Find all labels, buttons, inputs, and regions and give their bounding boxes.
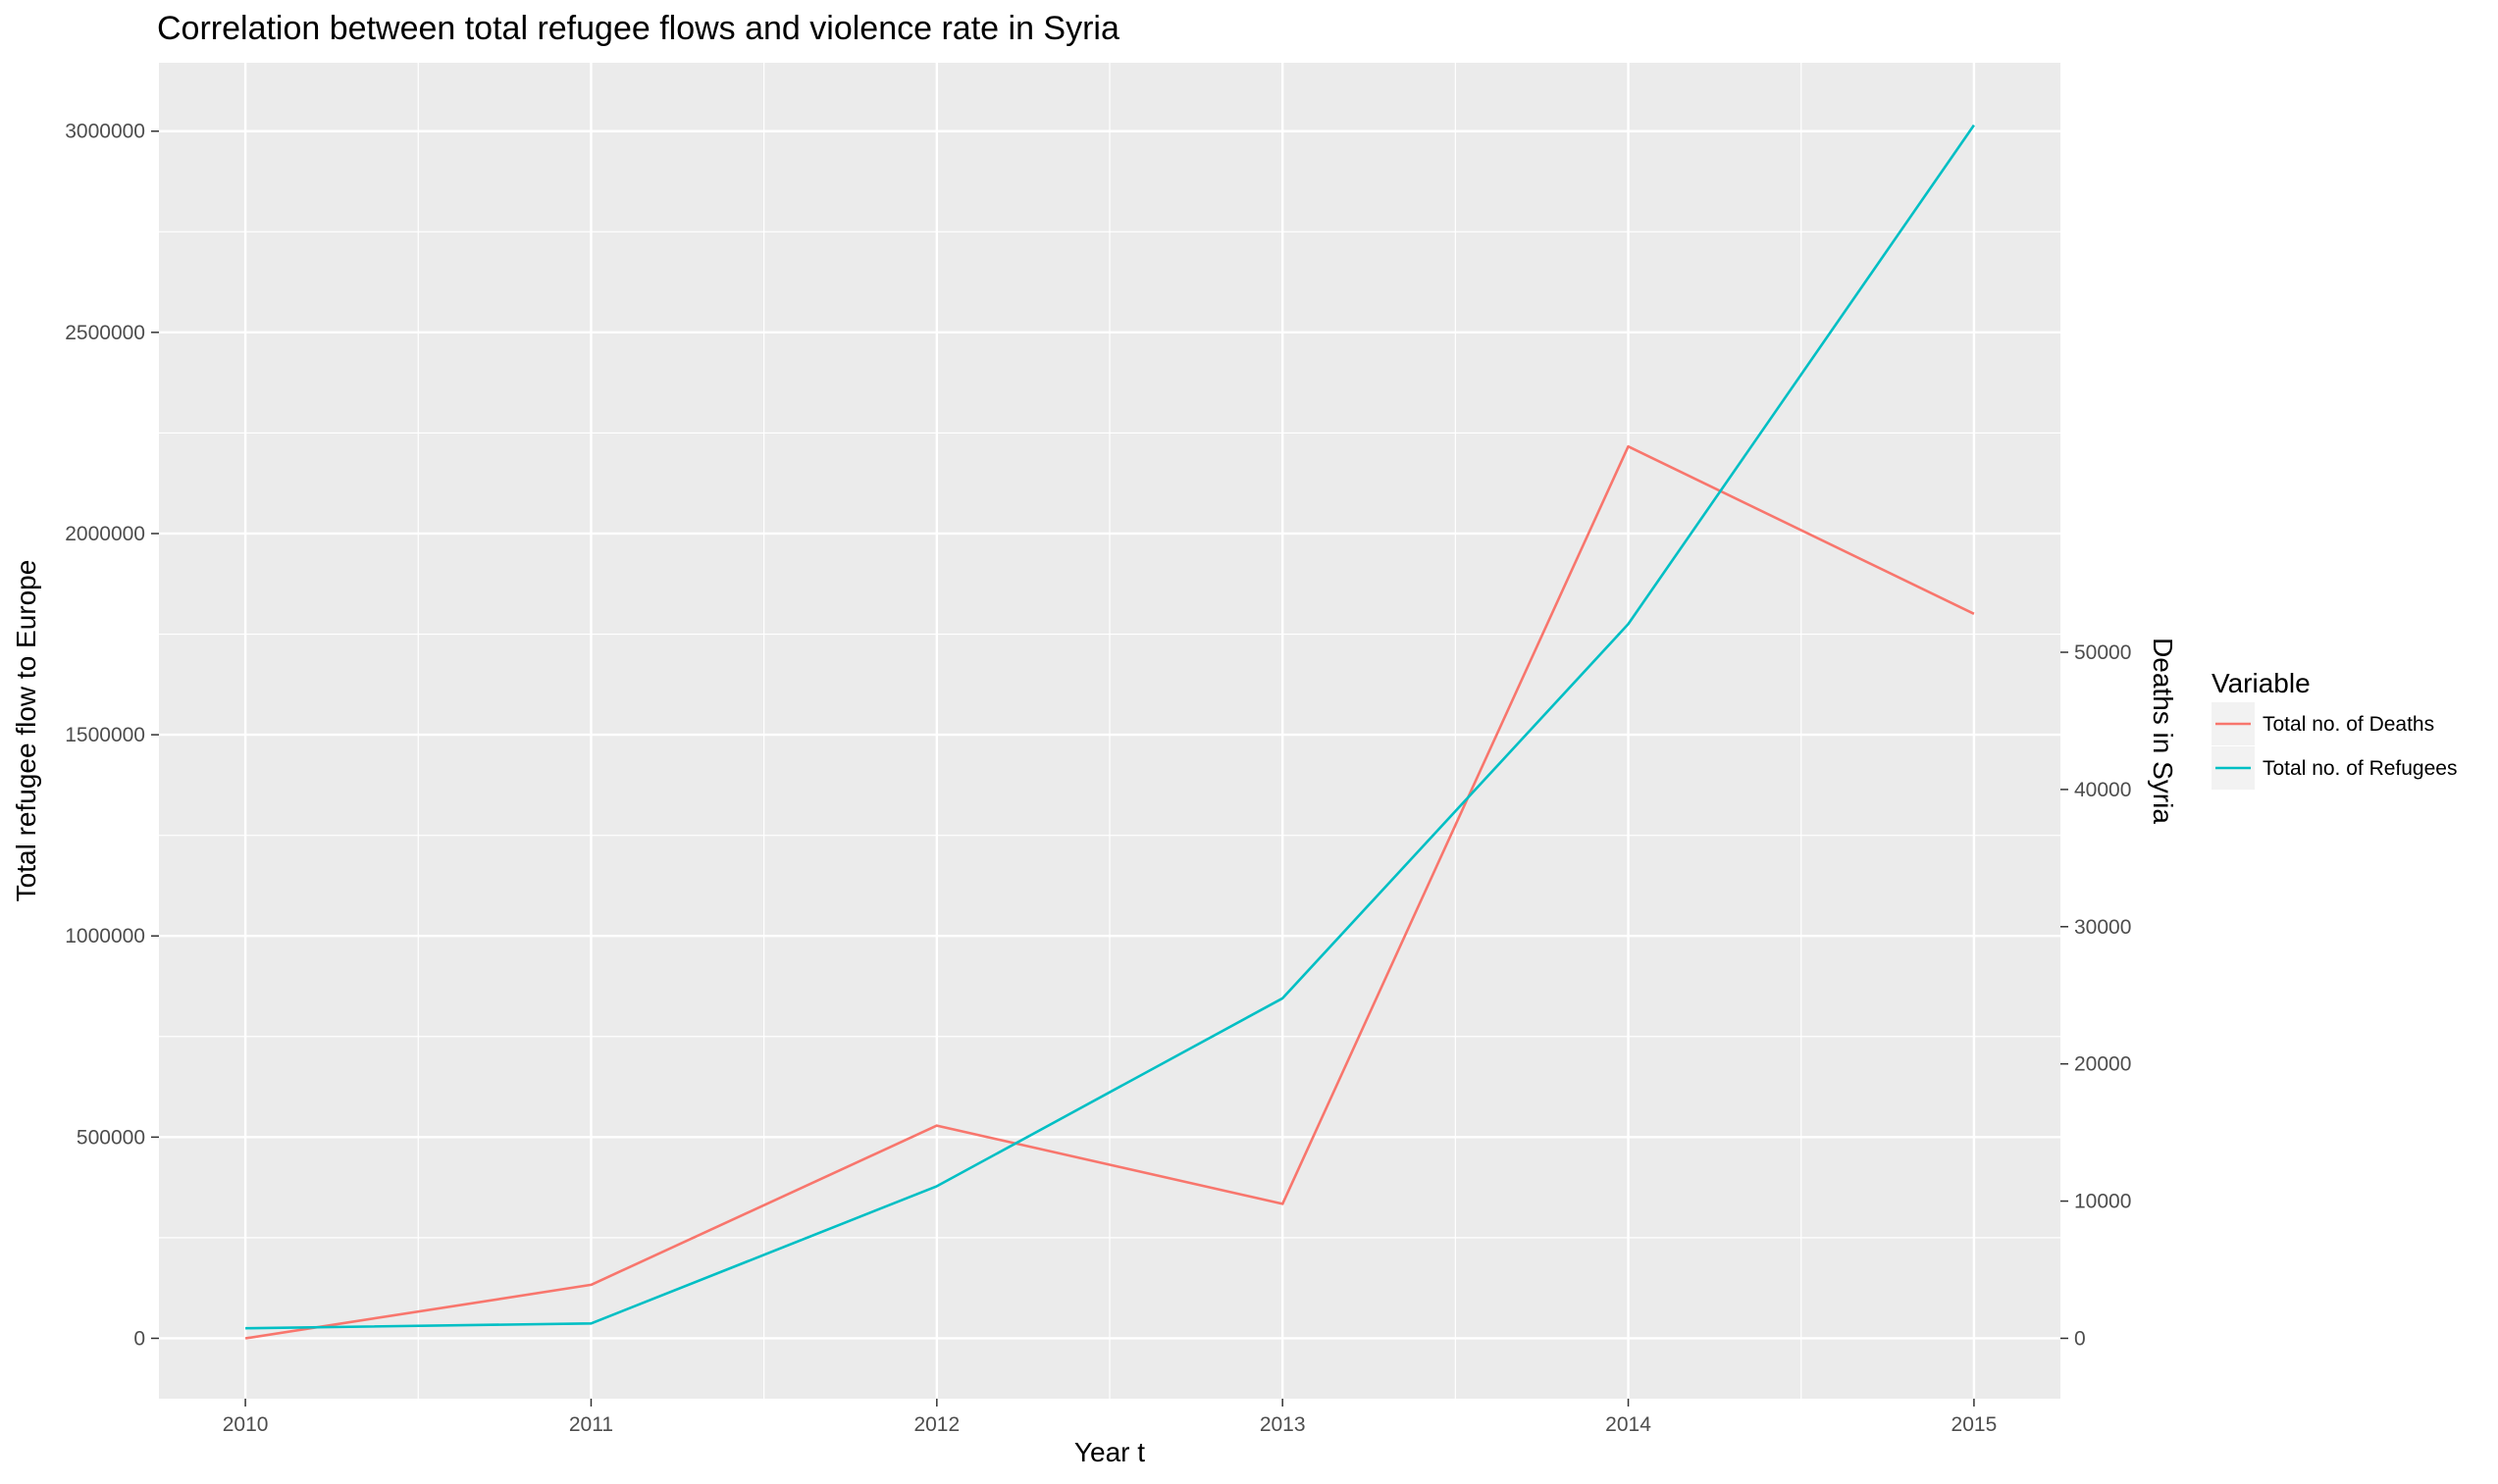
x-tick-label: 2015 <box>1952 1413 1998 1436</box>
y2-axis-title: Deaths in Syria <box>2148 638 2178 824</box>
y-axis-title: Total refugee flow to Europe <box>11 560 41 902</box>
x-axis-title: Year t <box>1074 1437 1145 1467</box>
x-tick-label: 2011 <box>569 1413 613 1436</box>
chart-title: Correlation between total refugee flows … <box>157 10 1119 47</box>
y-tick-label: 1500000 <box>65 724 145 746</box>
y-tick-label: 0 <box>133 1327 145 1350</box>
legend-item: Total no. of Deaths <box>2212 702 2434 745</box>
y2-tick-label: 30000 <box>2074 916 2131 939</box>
x-tick-label: 2010 <box>223 1413 269 1436</box>
legend-item: Total no. of Refugees <box>2212 746 2457 790</box>
y-tick-label: 500000 <box>77 1126 145 1149</box>
series-lines <box>244 124 1975 1340</box>
grid-minor <box>159 63 2060 1399</box>
y-tick-label: 2000000 <box>65 523 145 545</box>
y2-tick-label: 40000 <box>2074 779 2131 801</box>
legend-label: Total no. of Deaths <box>2263 713 2434 736</box>
y2-tick-label: 10000 <box>2074 1191 2131 1213</box>
series-line-total-no-of-deaths <box>244 444 1975 1340</box>
legend-title: Variable <box>2212 668 2311 698</box>
legend-items: Total no. of Deaths Total no. of Refugees <box>2212 702 2457 790</box>
y2-tick-label: 50000 <box>2074 641 2131 664</box>
y-tick-label: 3000000 <box>65 121 145 143</box>
x-tick-label: 2013 <box>1260 1413 1306 1436</box>
y-axis-right: 0 10000 20000 30000 40000 50000 <box>2060 641 2131 1350</box>
y2-tick-label: 20000 <box>2074 1053 2131 1076</box>
y-tick-label: 2500000 <box>65 322 145 344</box>
grid-major <box>159 63 2060 1399</box>
y-tick-label: 1000000 <box>65 925 145 947</box>
y2-tick-label: 0 <box>2074 1327 2086 1350</box>
series-line-total-no-of-refugees <box>245 124 1975 1330</box>
y-axis-left: 0 500000 1000000 1500000 2000000 2500000 30000… <box>65 121 159 1350</box>
x-tick-label: 2014 <box>1605 1413 1651 1436</box>
x-tick-label: 2012 <box>913 1413 960 1436</box>
x-axis: 2010 2011 2012 2013 2014 2015 <box>223 1399 1998 1436</box>
legend-label: Total no. of Refugees <box>2263 757 2457 780</box>
